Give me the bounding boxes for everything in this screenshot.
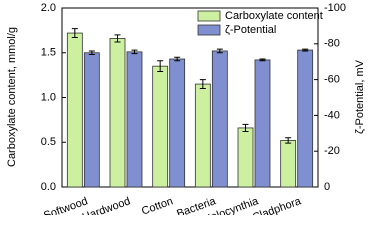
bar (280, 140, 297, 188)
bar (254, 59, 271, 188)
error-bar (131, 49, 138, 55)
error-bar (88, 50, 95, 56)
y2-tick-label: -40 (324, 109, 340, 121)
plot-frame (61, 7, 319, 188)
legend-swatch (197, 24, 221, 36)
legend-label: ζ-Potential (225, 24, 276, 36)
bar (109, 38, 126, 188)
x-tick-label: Cotton (140, 195, 175, 215)
y2-tick-label: 0 (324, 181, 330, 193)
error-bar (199, 79, 206, 90)
y-tick-label: 1.0 (41, 91, 56, 103)
error-bar (114, 34, 121, 43)
error-bar (71, 28, 78, 39)
error-bar (259, 58, 266, 62)
y-tick-label: 0.0 (41, 181, 56, 193)
y2-tick-label: -60 (324, 74, 340, 86)
bar (297, 49, 314, 188)
chart: Carboxylate content, mmol/g ζ-Potential,… (6, 2, 366, 215)
bar (211, 50, 228, 188)
error-bar (174, 56, 181, 62)
bar (237, 127, 254, 188)
error-bar (157, 60, 164, 73)
y-tick-label: 0.5 (41, 136, 56, 148)
y2-axis-label: ζ-Potential, mV (354, 59, 366, 134)
error-bar (285, 137, 292, 144)
error-bar (302, 48, 309, 52)
y-axis-label: Carboxylate content, mmol/g (6, 27, 18, 167)
y2-tick-label: -20 (324, 145, 340, 157)
bar (66, 32, 83, 188)
y-tick-label: 2.0 (41, 2, 56, 14)
y2-tick-label: -80 (324, 38, 340, 50)
bar (169, 58, 186, 188)
bar (83, 52, 100, 188)
bar (194, 83, 211, 188)
y2-tick-label: -100 (324, 2, 346, 14)
legend-swatch (197, 10, 221, 22)
y-tick-label: 1.5 (41, 47, 56, 59)
error-bar (242, 123, 249, 133)
error-bar (216, 48, 223, 54)
bar (126, 51, 143, 188)
bar (152, 65, 169, 188)
legend-label: Carboxylate content (225, 10, 323, 22)
